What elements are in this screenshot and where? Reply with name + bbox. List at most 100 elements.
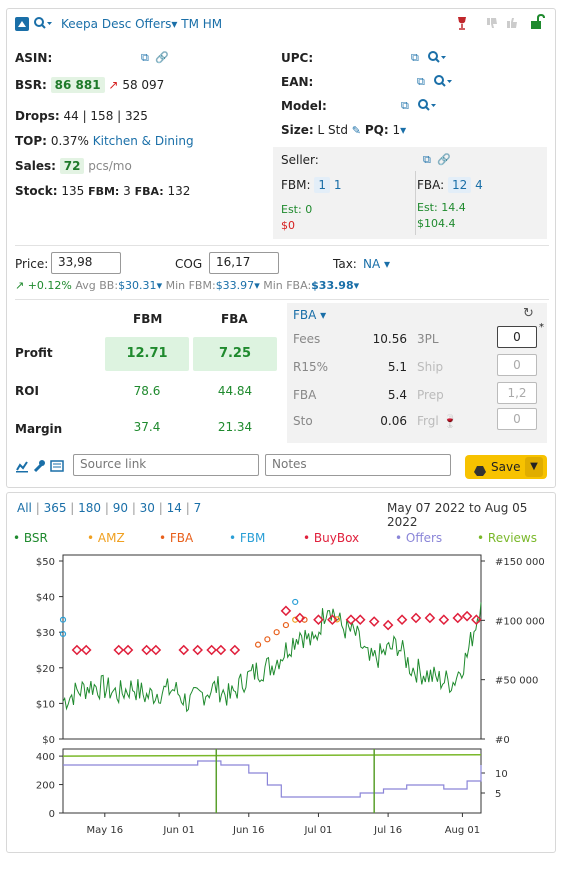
buybox-point [313, 614, 324, 626]
trend-up-icon: ↗ [108, 78, 119, 92]
legend-amz[interactable]: • AMZ [87, 531, 125, 545]
price-label: Price: [15, 257, 49, 271]
fbm-point [59, 616, 67, 623]
divider [15, 245, 549, 246]
legend-reviews[interactable]: • Reviews [477, 531, 537, 545]
link-icon[interactable]: 🔗 [437, 153, 451, 166]
source-link-input[interactable]: Source link [73, 454, 259, 476]
seller-fbm-count: 1 [314, 177, 330, 193]
range-separator: | [128, 501, 140, 515]
min-fbm-value[interactable]: $33.97 [215, 279, 255, 292]
bsr-label: BSR: [15, 78, 47, 92]
range-30[interactable]: 30 [139, 501, 155, 515]
roi-fbm: 78.6 [133, 384, 161, 398]
profit-label: Profit [15, 346, 53, 360]
buybox-point [461, 610, 473, 622]
sales-value: 72 [59, 158, 85, 174]
sales-unit: pcs/mo [88, 159, 132, 173]
header-title[interactable]: Keepa Desc Offers▾ TM HM [61, 17, 223, 31]
ship-input[interactable]: 0 [497, 354, 537, 376]
range-7[interactable]: 7 [193, 501, 202, 515]
y-left-tick-label: $30 [36, 628, 55, 639]
copy-icon[interactable]: ⧉ [423, 153, 431, 166]
drops-row: Drops: 44 | 158 | 325 [15, 109, 148, 123]
save-button[interactable]: Save ▼ [465, 455, 547, 479]
tax-label: Tax: [333, 257, 357, 271]
seller-fbm-row: FBM: 1 1 [281, 177, 341, 193]
unlock-icon[interactable] [529, 13, 545, 33]
copy-icon[interactable]: ⧉ [417, 75, 425, 88]
legend-fba[interactable]: • FBA [159, 531, 194, 545]
copy-icon[interactable]: ⧉ [411, 51, 419, 64]
thumbs-up-icon[interactable] [505, 15, 519, 34]
buybox-point [327, 614, 338, 626]
copy-icon[interactable]: ⧉ [401, 99, 409, 112]
thumbs-down-icon[interactable] [485, 15, 499, 34]
buybox-point [368, 616, 380, 627]
profit-fbm: 12.71 [105, 337, 189, 371]
tax-select[interactable]: NA ▾ [363, 257, 391, 271]
range-180[interactable]: 180 [78, 501, 102, 515]
bsr-prev: 58 097 [122, 78, 165, 92]
model-label: Model: [281, 99, 327, 113]
notes-input[interactable]: Notes [265, 454, 451, 476]
price-rank-chart: $50 $40 $30 $20 $10 $0 #150 000 #100 000 #50 000… [36, 554, 545, 836]
y-left-tick-label: $40 [36, 593, 55, 604]
wine-glass-icon[interactable] [455, 15, 469, 34]
link-icon[interactable]: 🔗 [155, 51, 169, 64]
wrench-icon[interactable] [32, 459, 46, 476]
chart-icon[interactable] [15, 459, 29, 476]
prep-input[interactable]: 1,2 [497, 382, 537, 404]
ship-label: Ship [417, 360, 444, 374]
collapse-icon[interactable] [15, 17, 29, 31]
pq-value[interactable]: 1 [392, 123, 401, 137]
frgl-input[interactable]: 0 [497, 408, 537, 430]
search-dropdown-icon[interactable] [417, 97, 437, 116]
price-change: +0.12% [27, 279, 72, 292]
buybox-point [206, 644, 217, 656]
top-category-link[interactable]: Kitchen & Dining [92, 134, 194, 148]
copy-icon[interactable]: ⧉ [141, 51, 149, 64]
legend-fbm[interactable]: • FBM [229, 531, 266, 545]
search-dropdown-icon[interactable] [433, 73, 453, 92]
list-icon[interactable] [50, 459, 64, 476]
stock-fba: 132 [167, 184, 191, 198]
margin-label: Margin [15, 422, 63, 436]
range-365[interactable]: 365 [43, 501, 67, 515]
cog-input[interactable]: 16,17 [209, 252, 279, 274]
avg-bb-value[interactable]: $30.31 [118, 279, 157, 292]
seller-fba-row: FBA: 12 4 [417, 177, 483, 193]
fees-mode-select[interactable]: FBA ▾ [293, 308, 327, 322]
price-input[interactable]: 33,98 [51, 252, 121, 274]
date-range: May 07 2022 to Aug 05 2022 [387, 501, 528, 529]
main-plot-frame [62, 554, 482, 740]
buybox-point [141, 644, 152, 656]
top-label: TOP: [15, 134, 47, 148]
buybox-point [354, 614, 366, 626]
chevron-down-icon[interactable]: ▾ [400, 123, 407, 137]
legend-bsr[interactable]: • BSR [13, 531, 48, 545]
search-dropdown-icon[interactable] [427, 49, 447, 68]
y2-right-tick-label: 5 [495, 789, 501, 800]
reviews-line [62, 753, 482, 757]
range-90[interactable]: 90 [112, 501, 128, 515]
range-14[interactable]: 14 [166, 501, 182, 515]
buybox-point [382, 619, 394, 631]
min-fba-value[interactable]: $33.98 [311, 279, 354, 292]
buybox-point [452, 612, 464, 624]
legend-buybox[interactable]: • BuyBox [303, 531, 360, 545]
3pl-input[interactable]: 0 [497, 326, 537, 348]
edit-icon[interactable]: ✎ [351, 124, 362, 137]
range-all[interactable]: All [17, 501, 32, 515]
y2-left-tick-label: 200 [36, 781, 55, 792]
save-dropdown-icon[interactable]: ▼ [525, 457, 543, 477]
margin-fbm: 37.4 [133, 420, 161, 434]
buybox-point [80, 644, 92, 656]
roi-fba: 44.84 [217, 384, 253, 398]
search-dropdown-icon[interactable] [33, 15, 53, 34]
refresh-icon[interactable]: ↻ [523, 306, 534, 321]
buybox-point [438, 614, 450, 626]
legend-offers[interactable]: • Offers [395, 531, 443, 545]
divider [15, 299, 549, 300]
x-tick-label: Jun 16 [232, 825, 265, 836]
